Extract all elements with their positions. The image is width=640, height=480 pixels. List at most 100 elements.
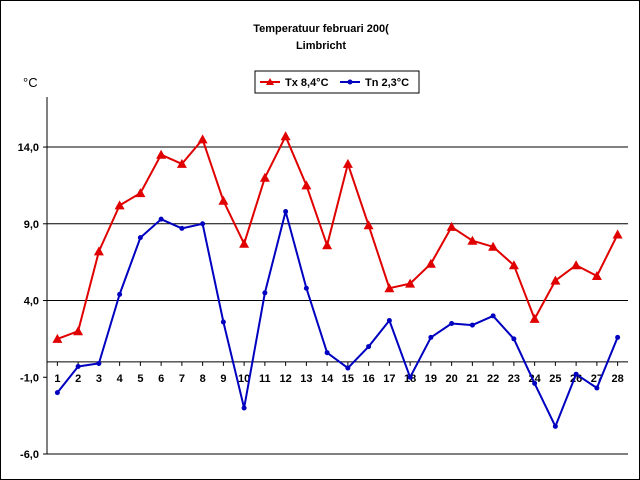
tn-point [220, 319, 226, 325]
x-tick-label: 9 [220, 373, 226, 385]
x-tick-label: 8 [200, 373, 206, 385]
x-tick-label: 1 [54, 373, 60, 385]
legend-label-tx: Tx 8,4°C [285, 77, 329, 89]
tn-point [532, 380, 538, 386]
tx-point [363, 220, 374, 230]
tx-point [93, 246, 104, 256]
tn-point [366, 344, 372, 350]
tn-point [345, 365, 351, 371]
axes [46, 97, 628, 455]
x-tick-label: 4 [117, 373, 124, 385]
tn-point [117, 291, 123, 297]
tx-point [73, 326, 84, 336]
x-tick-label: 15 [342, 373, 354, 385]
gridlines [47, 146, 628, 363]
legend-swatch-tx-marker [266, 78, 274, 85]
tn-point [137, 235, 143, 241]
legend-swatch-tn-marker [347, 79, 353, 85]
tn-point [96, 360, 102, 366]
tx-point [488, 241, 499, 251]
series-line-1 [56, 210, 619, 428]
tx-point [301, 180, 312, 190]
y-tick-labels: -6,0 -1,0 4,0 9,0 14,0 [18, 142, 47, 461]
tx-point [446, 221, 457, 231]
tx-point [156, 149, 167, 159]
tx-point [197, 134, 208, 144]
legend-box [254, 70, 420, 94]
tx-point [529, 313, 540, 323]
tx-point [612, 229, 623, 239]
x-tick-label: 14 [321, 373, 334, 385]
tx-point [239, 238, 250, 248]
tn-point [615, 334, 621, 340]
tn-point [573, 371, 579, 377]
x-tick-label: 22 [487, 373, 499, 385]
tx-point [135, 188, 146, 198]
tx-point [591, 271, 602, 280]
x-tick-label: 19 [425, 373, 437, 385]
tx-point [322, 240, 333, 250]
tn-point [407, 374, 413, 380]
y-tick-label: 14,0 [18, 142, 39, 154]
tn-point [428, 334, 434, 340]
tx-point [405, 278, 416, 288]
tn-point [511, 336, 517, 342]
tn-point [469, 322, 475, 328]
tn-point [594, 385, 600, 391]
x-tick-label: 16 [363, 373, 375, 385]
tn-point [283, 209, 289, 215]
x-tick-label: 28 [612, 373, 624, 385]
tn-point [179, 225, 185, 231]
x-tick-label: 17 [383, 373, 395, 385]
legend: Tx 8,4°C Tn 2,3°C [254, 70, 420, 94]
tn-point [324, 350, 330, 356]
tn-point [303, 285, 309, 291]
tn-point [386, 317, 392, 323]
y-tick-label: -1,0 [20, 372, 39, 384]
tx-point [384, 283, 395, 293]
tn-point [75, 364, 81, 370]
series-line-0 [57, 135, 619, 340]
tx-point [467, 235, 478, 245]
tx-point [550, 275, 561, 285]
x-tick-label: 12 [280, 373, 292, 385]
tn-point [449, 321, 455, 327]
tx-point [218, 195, 229, 205]
tn-point [54, 390, 60, 396]
tn-point [262, 290, 268, 296]
x-tick-label: 23 [508, 373, 520, 385]
x-tick-label: 10 [238, 373, 250, 385]
x-tick-labels: 1234567891011121314151617181920212223242… [54, 361, 624, 385]
tx-point [342, 158, 353, 168]
x-tick-label: 20 [446, 373, 458, 385]
y-tick-label: -6,0 [20, 449, 39, 461]
tn-point [552, 423, 558, 429]
x-tick-label: 5 [137, 373, 143, 385]
x-tick-label: 6 [158, 373, 164, 385]
tn-point [241, 405, 247, 411]
tx-point [280, 131, 291, 141]
x-tick-label: 7 [179, 373, 185, 385]
x-tick-label: 21 [466, 373, 478, 385]
tx-point [114, 200, 125, 210]
legend-label-tn: Tn 2,3°C [365, 77, 409, 89]
x-tick-label: 11 [259, 373, 271, 385]
y-tick-label: 9,0 [24, 219, 39, 231]
tn-point [158, 216, 164, 222]
tx-point [508, 260, 519, 270]
x-tick-label: 13 [300, 373, 312, 385]
y-axis-unit-label: °C [23, 75, 38, 90]
chart-title: Temperatuur februari 200( [253, 23, 389, 35]
x-tick-label: 3 [96, 373, 102, 385]
series-layer [52, 131, 623, 429]
chart-subtitle: Limbricht [296, 40, 346, 52]
tn-point [200, 221, 206, 227]
tx-point [259, 172, 270, 182]
y-tick-label: 4,0 [24, 296, 39, 308]
tx-point [52, 333, 63, 343]
x-tick-label: 25 [549, 373, 561, 385]
tx-point [176, 158, 187, 168]
tx-point [425, 258, 436, 268]
